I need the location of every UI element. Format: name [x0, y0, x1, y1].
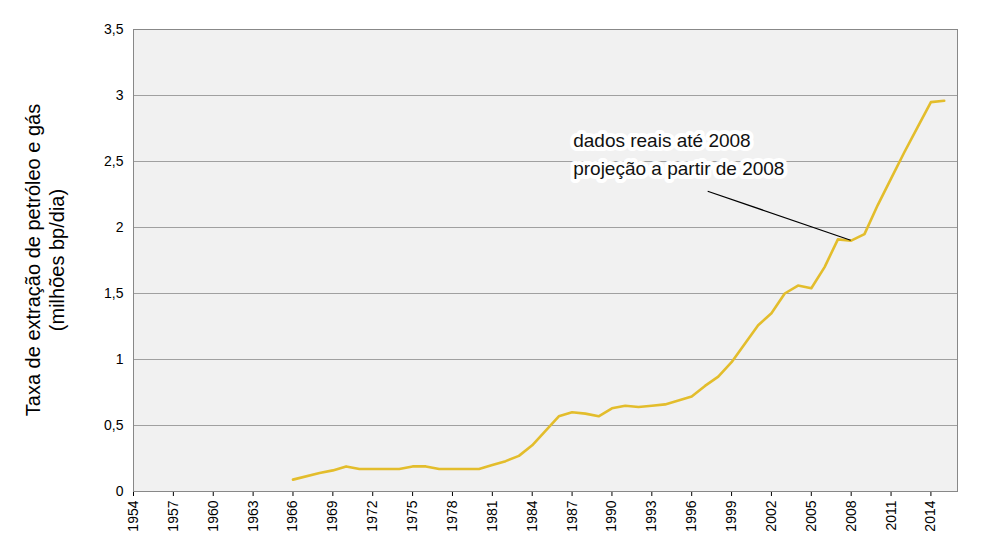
svg-text:2014: 2014 [922, 500, 938, 531]
svg-text:1,5: 1,5 [104, 285, 124, 301]
svg-text:1993: 1993 [643, 500, 659, 531]
svg-text:2,5: 2,5 [104, 153, 124, 169]
svg-text:1954: 1954 [125, 500, 141, 531]
svg-text:0,5: 0,5 [104, 417, 124, 433]
svg-text:3,5: 3,5 [104, 21, 124, 37]
svg-text:3: 3 [116, 87, 124, 103]
svg-text:2002: 2002 [763, 500, 779, 531]
svg-text:1975: 1975 [404, 500, 420, 531]
svg-text:1: 1 [116, 351, 124, 367]
svg-text:0: 0 [116, 483, 124, 499]
svg-text:2008: 2008 [843, 500, 859, 531]
svg-text:1966: 1966 [284, 500, 300, 531]
svg-text:2011: 2011 [883, 500, 899, 530]
svg-text:1999: 1999 [723, 500, 739, 531]
svg-text:1957: 1957 [165, 500, 181, 531]
svg-text:1969: 1969 [324, 500, 340, 531]
svg-text:1996: 1996 [683, 500, 699, 531]
svg-text:1981: 1981 [484, 500, 500, 531]
svg-text:1984: 1984 [524, 500, 540, 531]
svg-text:2005: 2005 [803, 500, 819, 531]
svg-text:1990: 1990 [603, 500, 619, 531]
svg-text:1960: 1960 [205, 500, 221, 531]
svg-text:dados reais até 2008projeção a: dados reais até 2008projeção a partir de… [573, 130, 784, 179]
svg-text:2: 2 [116, 219, 124, 235]
svg-text:1987: 1987 [564, 500, 580, 531]
svg-text:1972: 1972 [364, 500, 380, 531]
svg-text:Taxa de extração de petróleo e: Taxa de extração de petróleo e gás(milhõ… [22, 104, 68, 416]
svg-text:1978: 1978 [444, 500, 460, 531]
svg-text:1963: 1963 [245, 500, 261, 531]
